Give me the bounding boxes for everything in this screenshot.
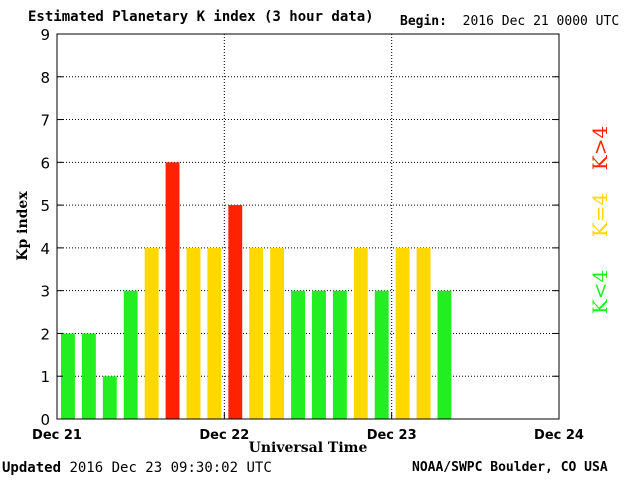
kp-bar bbox=[207, 247, 222, 419]
kp-bar bbox=[416, 247, 431, 419]
begin-value: 2016 Dec 21 0000 UTC bbox=[462, 14, 620, 29]
kp-bar bbox=[312, 290, 326, 419]
y-axis-label: Kp index bbox=[15, 191, 31, 261]
credit-text: NOAA/SWPC Boulder, CO USA bbox=[412, 460, 608, 475]
y-tick-label: 4 bbox=[40, 240, 50, 258]
kp-bar bbox=[144, 247, 159, 419]
kp-bar bbox=[291, 290, 305, 419]
kp-bar bbox=[270, 247, 285, 419]
grid-lines bbox=[57, 34, 559, 419]
kp-bar bbox=[165, 162, 180, 420]
chart-title: Estimated Planetary K index (3 hour data… bbox=[28, 9, 374, 25]
x-tick-label: Dec 24 bbox=[534, 428, 584, 443]
kp-bar bbox=[186, 247, 201, 419]
kp-bar bbox=[61, 333, 75, 419]
kp-bar bbox=[395, 247, 410, 419]
kp-bar bbox=[123, 290, 138, 419]
kp-bar bbox=[374, 290, 389, 419]
y-tick-label: 2 bbox=[40, 325, 50, 343]
kp-bar bbox=[81, 333, 96, 419]
legend-mid: K=4 bbox=[588, 193, 612, 237]
y-axis-ticks: 0 1 2 3 4 5 6 7 8 9 bbox=[40, 26, 559, 429]
kp-bar bbox=[102, 376, 117, 419]
bars bbox=[61, 162, 452, 420]
kp-bar bbox=[228, 205, 243, 419]
kp-bar bbox=[249, 247, 264, 419]
begin-label: Begin: bbox=[400, 14, 447, 29]
kp-bar bbox=[353, 247, 368, 419]
y-tick-label: 8 bbox=[40, 69, 50, 87]
y-tick-label: 5 bbox=[40, 197, 50, 215]
y-tick-label: 0 bbox=[40, 411, 50, 429]
kp-bar bbox=[437, 290, 452, 419]
updated-label: Updated bbox=[2, 460, 62, 476]
y-tick-label: 1 bbox=[40, 368, 50, 386]
y-tick-label: 3 bbox=[40, 283, 50, 301]
legend-low: K<4 bbox=[588, 270, 612, 314]
y-tick-label: 9 bbox=[40, 26, 50, 44]
x-axis-ticks: Dec 21 Dec 22 Dec 23 Dec 24 bbox=[32, 413, 584, 443]
x-axis-label: Universal Time bbox=[249, 440, 368, 456]
x-tick-label: Dec 23 bbox=[367, 428, 417, 443]
y-tick-label: 7 bbox=[40, 112, 50, 130]
kp-bar bbox=[332, 290, 347, 419]
begin-time: Begin: 2016 Dec 21 0000 UTC bbox=[400, 14, 619, 29]
updated-time: Updated 2016 Dec 23 09:30:02 UTC bbox=[2, 460, 272, 476]
x-tick-label: Dec 22 bbox=[199, 428, 249, 443]
updated-value: 2016 Dec 23 09:30:02 UTC bbox=[69, 460, 272, 476]
y-tick-label: 6 bbox=[40, 154, 50, 172]
plot-frame bbox=[56, 33, 560, 420]
legend-high: K>4 bbox=[588, 126, 612, 170]
x-tick-label: Dec 21 bbox=[32, 428, 82, 443]
